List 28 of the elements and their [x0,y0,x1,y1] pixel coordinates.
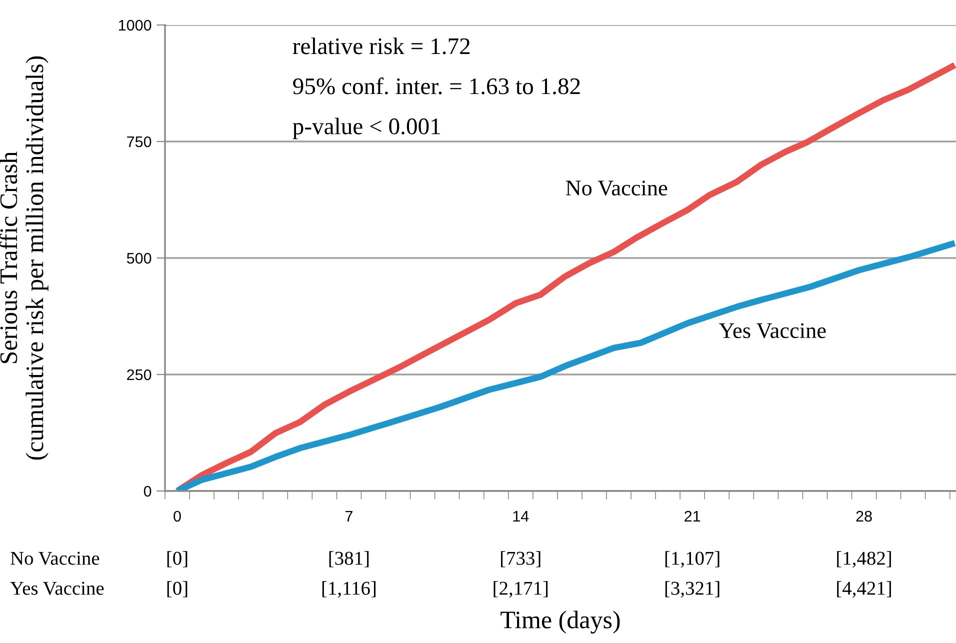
y-tick-label: 0 [144,486,152,497]
text: No Vaccine [10,552,100,565]
text: [4,421] [837,581,891,598]
y-tick-label: 1000 [118,20,152,31]
x-tick-label: 0 [174,510,181,522]
x-tick-label: 7 [345,511,352,522]
x-axis-title: Time (days) [500,610,620,634]
text: [1,107] [665,551,720,568]
series-label: No Vaccine [566,180,668,196]
x-tick-label: 21 [684,510,700,522]
text: [3,321] [665,581,720,598]
annotation: 95% conf. inter. = 1.63 to 1.82 [293,77,580,94]
text: [381] [329,551,369,568]
text: [0] [167,551,188,568]
annotation: p-value < 0.001 [292,118,440,140]
text: [1,116] [322,581,376,598]
x-tick-label: 28 [856,510,872,522]
y-tick-label: 250 [127,369,152,380]
text: [0] [167,581,188,598]
text: [733] [501,551,540,568]
x-tick-label: 14 [513,511,529,522]
text: [1,482] [837,551,891,568]
y-tick-label: 750 [127,136,152,148]
annotation: relative risk = 1.72 [292,38,470,54]
series-label: Yes Vaccine [718,323,826,338]
text: Yes Vaccine [10,582,104,595]
y-tick-label: 500 [126,252,152,264]
text: [2,171] [494,581,548,598]
